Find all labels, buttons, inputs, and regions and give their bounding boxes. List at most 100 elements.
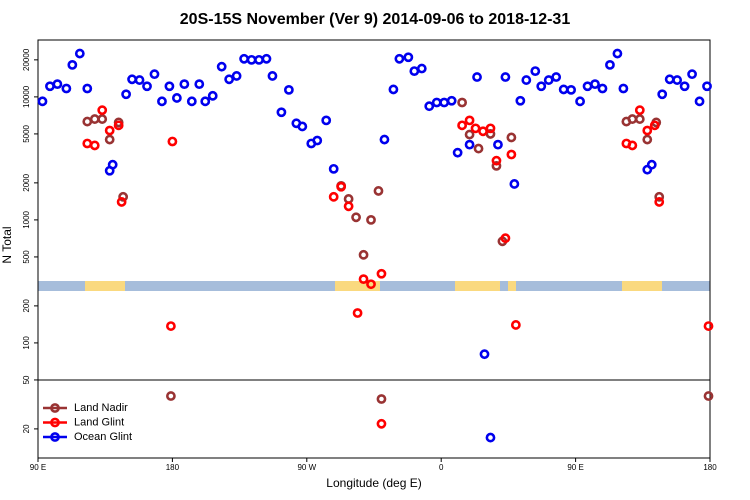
y-tick-label: 100 — [22, 336, 31, 350]
point — [649, 120, 660, 131]
point — [164, 81, 175, 92]
point — [618, 83, 629, 94]
land-strip — [85, 281, 662, 291]
point — [351, 212, 361, 223]
point — [261, 53, 272, 64]
point — [167, 136, 178, 147]
legend-label: Land Nadir — [74, 402, 128, 414]
point — [687, 69, 697, 80]
point — [478, 126, 488, 137]
point — [605, 59, 615, 70]
point — [166, 391, 176, 401]
point — [179, 79, 190, 90]
point — [566, 84, 577, 95]
point — [82, 138, 93, 149]
point — [283, 84, 294, 95]
point — [439, 97, 450, 108]
point — [113, 120, 124, 131]
point — [530, 66, 541, 77]
point — [470, 123, 481, 134]
point — [239, 53, 249, 64]
point — [336, 181, 347, 192]
point — [472, 72, 482, 82]
point — [431, 97, 442, 108]
point — [521, 75, 532, 85]
point — [37, 96, 48, 107]
point — [366, 279, 376, 290]
point — [142, 81, 152, 92]
point — [473, 143, 484, 154]
point — [500, 72, 511, 82]
point — [379, 134, 390, 145]
point — [216, 61, 227, 72]
point — [457, 120, 468, 131]
point — [166, 321, 176, 331]
point — [452, 147, 463, 158]
point — [506, 149, 517, 160]
point — [536, 81, 547, 92]
point — [551, 72, 562, 82]
point — [506, 132, 517, 143]
point — [642, 125, 653, 136]
plot-frame — [37, 39, 711, 459]
point — [107, 159, 118, 170]
point — [366, 214, 376, 225]
point — [67, 59, 78, 70]
point — [358, 274, 369, 285]
point — [654, 197, 665, 207]
point — [654, 191, 665, 202]
x-tick-label: 180 — [703, 463, 717, 472]
y-tick-label: 500 — [22, 250, 31, 264]
y-tick-label: 20000 — [22, 48, 31, 71]
x-axis-label: Longitude (deg E) — [326, 476, 421, 490]
point — [134, 75, 145, 85]
point — [457, 97, 468, 108]
point — [276, 107, 287, 118]
point — [694, 96, 705, 107]
point — [646, 159, 657, 170]
y-tick-label: 1000 — [22, 210, 31, 228]
point — [394, 53, 405, 64]
point — [634, 105, 645, 116]
point — [89, 140, 100, 151]
point — [121, 89, 132, 100]
x-tick-label: 90 E — [30, 463, 46, 472]
point — [61, 83, 72, 94]
point — [328, 163, 339, 174]
point — [104, 134, 115, 145]
point — [558, 84, 569, 95]
point — [424, 101, 435, 112]
point — [118, 191, 129, 202]
point — [127, 74, 137, 85]
point — [702, 81, 712, 92]
point — [510, 320, 521, 330]
point — [672, 75, 683, 85]
point — [224, 74, 235, 85]
point — [97, 105, 108, 116]
point — [485, 432, 496, 443]
point — [312, 135, 323, 146]
point — [97, 114, 108, 124]
y-tick-label: 5000 — [22, 124, 31, 142]
point — [409, 66, 420, 77]
point — [582, 81, 593, 92]
legend-marker — [50, 403, 60, 413]
point — [493, 139, 503, 150]
point — [297, 121, 308, 132]
point — [194, 79, 205, 90]
point — [116, 197, 127, 207]
chart-title: 20S-15S November (Ver 9) 2014-09-06 to 2… — [180, 11, 571, 28]
point — [664, 74, 675, 85]
point — [149, 69, 160, 80]
point — [464, 139, 475, 150]
point — [612, 48, 623, 59]
legend-label: Ocean Glint — [74, 431, 132, 443]
y-tick-label: 200 — [22, 299, 31, 313]
y-axis-label: N Total — [0, 226, 14, 263]
point — [679, 81, 690, 92]
point — [104, 125, 115, 136]
point — [352, 308, 363, 318]
point — [642, 134, 653, 145]
point — [634, 114, 645, 124]
